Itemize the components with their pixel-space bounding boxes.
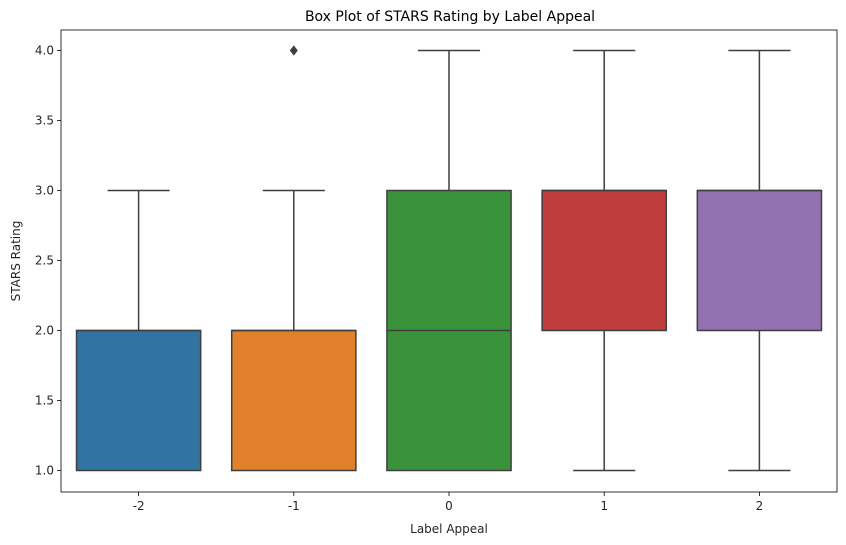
y-tick-label: 1.5 bbox=[35, 394, 54, 408]
y-tick-label: 4.0 bbox=[35, 44, 54, 58]
x-axis-label: Label Appeal bbox=[410, 522, 488, 536]
chart-title: Box Plot of STARS Rating by Label Appeal bbox=[305, 9, 595, 25]
x-tick-label: 2 bbox=[756, 499, 764, 513]
outlier-point bbox=[289, 45, 298, 56]
y-axis-label: STARS Rating bbox=[9, 221, 23, 302]
y-tick-label: 3.5 bbox=[35, 114, 54, 128]
y-tick-label: 2.0 bbox=[35, 324, 54, 338]
box-cat-2 bbox=[696, 189, 823, 332]
x-tick-label: -1 bbox=[288, 499, 300, 513]
box-cat--1 bbox=[230, 329, 357, 472]
box-cat--2 bbox=[75, 329, 202, 472]
plot-area: 1.0 1.5 2.0 2.5 3.0 3.5 4.0 -2 -1 0 1 2 bbox=[35, 29, 838, 513]
y-tick-label: 3.0 bbox=[35, 184, 54, 198]
x-tick-label: -2 bbox=[133, 499, 145, 513]
x-tick-label: 1 bbox=[600, 499, 608, 513]
x-tick-label: 0 bbox=[445, 499, 453, 513]
y-tick-label: 1.0 bbox=[35, 464, 54, 478]
y-tick-label: 2.5 bbox=[35, 254, 54, 268]
box-cat-1 bbox=[541, 189, 668, 332]
